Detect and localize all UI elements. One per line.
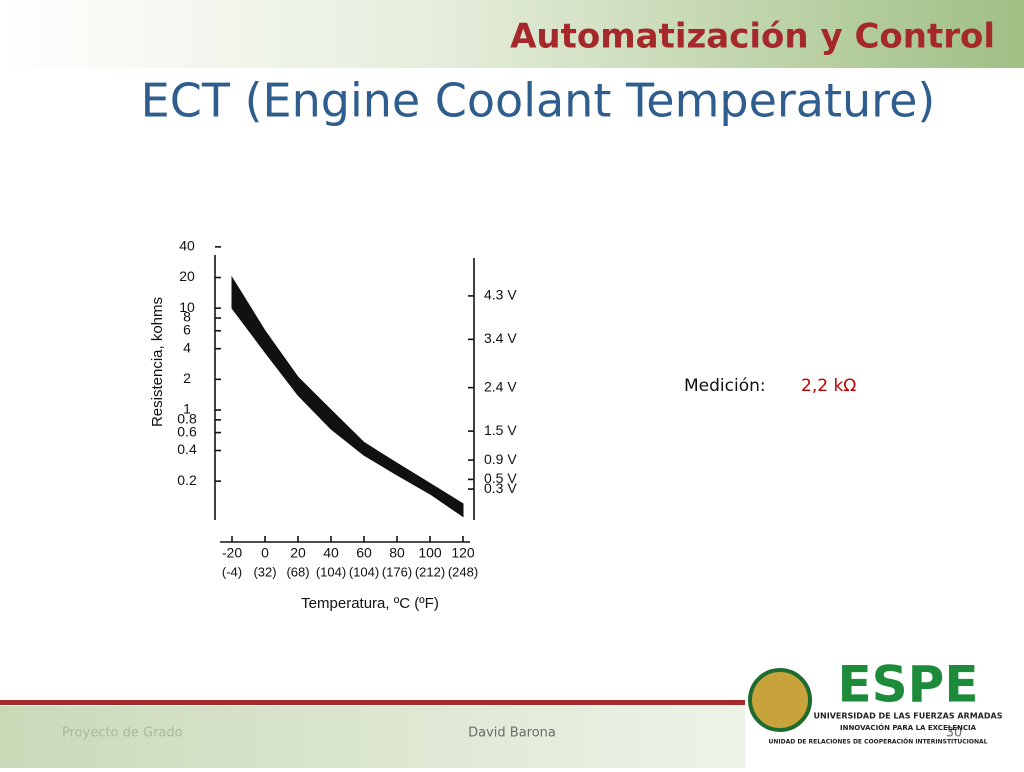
x-tick-sublabel: (32) bbox=[253, 564, 276, 579]
header-title: Automatización y Control bbox=[510, 17, 995, 57]
x-tick-label: 120 bbox=[451, 545, 475, 561]
y-tick-label: 2 bbox=[183, 370, 191, 386]
x-tick-label: 40 bbox=[323, 545, 339, 561]
y-tick-label: 0.4 bbox=[177, 441, 197, 457]
y2-tick-label: 0.3 V bbox=[484, 480, 517, 496]
logo-line2: INNOVACIÓN PARA LA EXCELENCIA bbox=[840, 723, 977, 732]
x-tick-label: 60 bbox=[356, 545, 372, 561]
y-tick-label: 40 bbox=[179, 238, 195, 254]
logo-line1: UNIVERSIDAD DE LAS FUERZAS ARMADAS bbox=[814, 712, 1003, 721]
footer-page: 30 bbox=[946, 726, 963, 741]
y-tick-label: 10 bbox=[179, 299, 195, 315]
x-tick-sublabel: (248) bbox=[448, 564, 478, 579]
footer-band bbox=[0, 706, 745, 768]
y-tick-label: 1 bbox=[183, 401, 191, 417]
y-tick-label: 4 bbox=[183, 339, 191, 355]
x-tick-label: 80 bbox=[389, 545, 405, 561]
logo-crest bbox=[748, 668, 812, 732]
y-tick-label: 6 bbox=[183, 321, 191, 337]
y2-tick-label: 1.5 V bbox=[484, 422, 517, 438]
x-tick-sublabel: (68) bbox=[286, 564, 309, 579]
x-tick-label: 0 bbox=[261, 545, 269, 561]
x-tick-sublabel: (104) bbox=[349, 564, 379, 579]
y-tick-label: 0.8 bbox=[177, 411, 197, 427]
y2-tick-label: 4.3 V bbox=[484, 287, 517, 303]
x-tick-label: 20 bbox=[290, 545, 306, 561]
y-tick-label: 0.2 bbox=[177, 472, 197, 488]
y-tick-label: 20 bbox=[179, 268, 195, 284]
y2-tick-label: 0.5 V bbox=[484, 470, 517, 486]
y-axis-label: Resistencia, kohms bbox=[149, 297, 166, 427]
x-tick-sublabel: (212) bbox=[415, 564, 445, 579]
logo: ESPE UNIVERSIDAD DE LAS FUERZAS ARMADAS … bbox=[748, 656, 1003, 746]
slide-title: ECT (Engine Coolant Temperature) bbox=[141, 74, 936, 128]
y-tick-label: 8 bbox=[183, 309, 191, 325]
y2-tick-label: 0.9 V bbox=[484, 451, 517, 467]
x-tick-label: -20 bbox=[222, 545, 242, 561]
x-tick-sublabel: (-4) bbox=[222, 564, 242, 579]
resistance-band bbox=[231, 275, 464, 518]
footer-left: Proyecto de Grado bbox=[62, 726, 183, 741]
y2-tick-label: 3.4 V bbox=[484, 330, 517, 346]
annotation-label: Medición: bbox=[684, 376, 766, 396]
footer-stripe bbox=[0, 700, 745, 705]
x-tick-sublabel: (104) bbox=[316, 564, 346, 579]
logo-name: ESPE bbox=[838, 656, 979, 714]
header-band bbox=[0, 0, 1024, 68]
x-tick-label: 100 bbox=[418, 545, 442, 561]
x-axis-label: Temperatura, ºC (ºF) bbox=[301, 595, 439, 612]
x-tick-sublabel: (176) bbox=[382, 564, 412, 579]
logo-line3: UNIDAD DE RELACIONES DE COOPERACIÓN INTE… bbox=[769, 739, 988, 746]
y-tick-label: 0.6 bbox=[177, 423, 197, 439]
y2-tick-label: 2.4 V bbox=[484, 378, 517, 394]
annotation-value: 2,2 kΩ bbox=[801, 376, 856, 396]
footer-center: David Barona bbox=[468, 726, 556, 741]
